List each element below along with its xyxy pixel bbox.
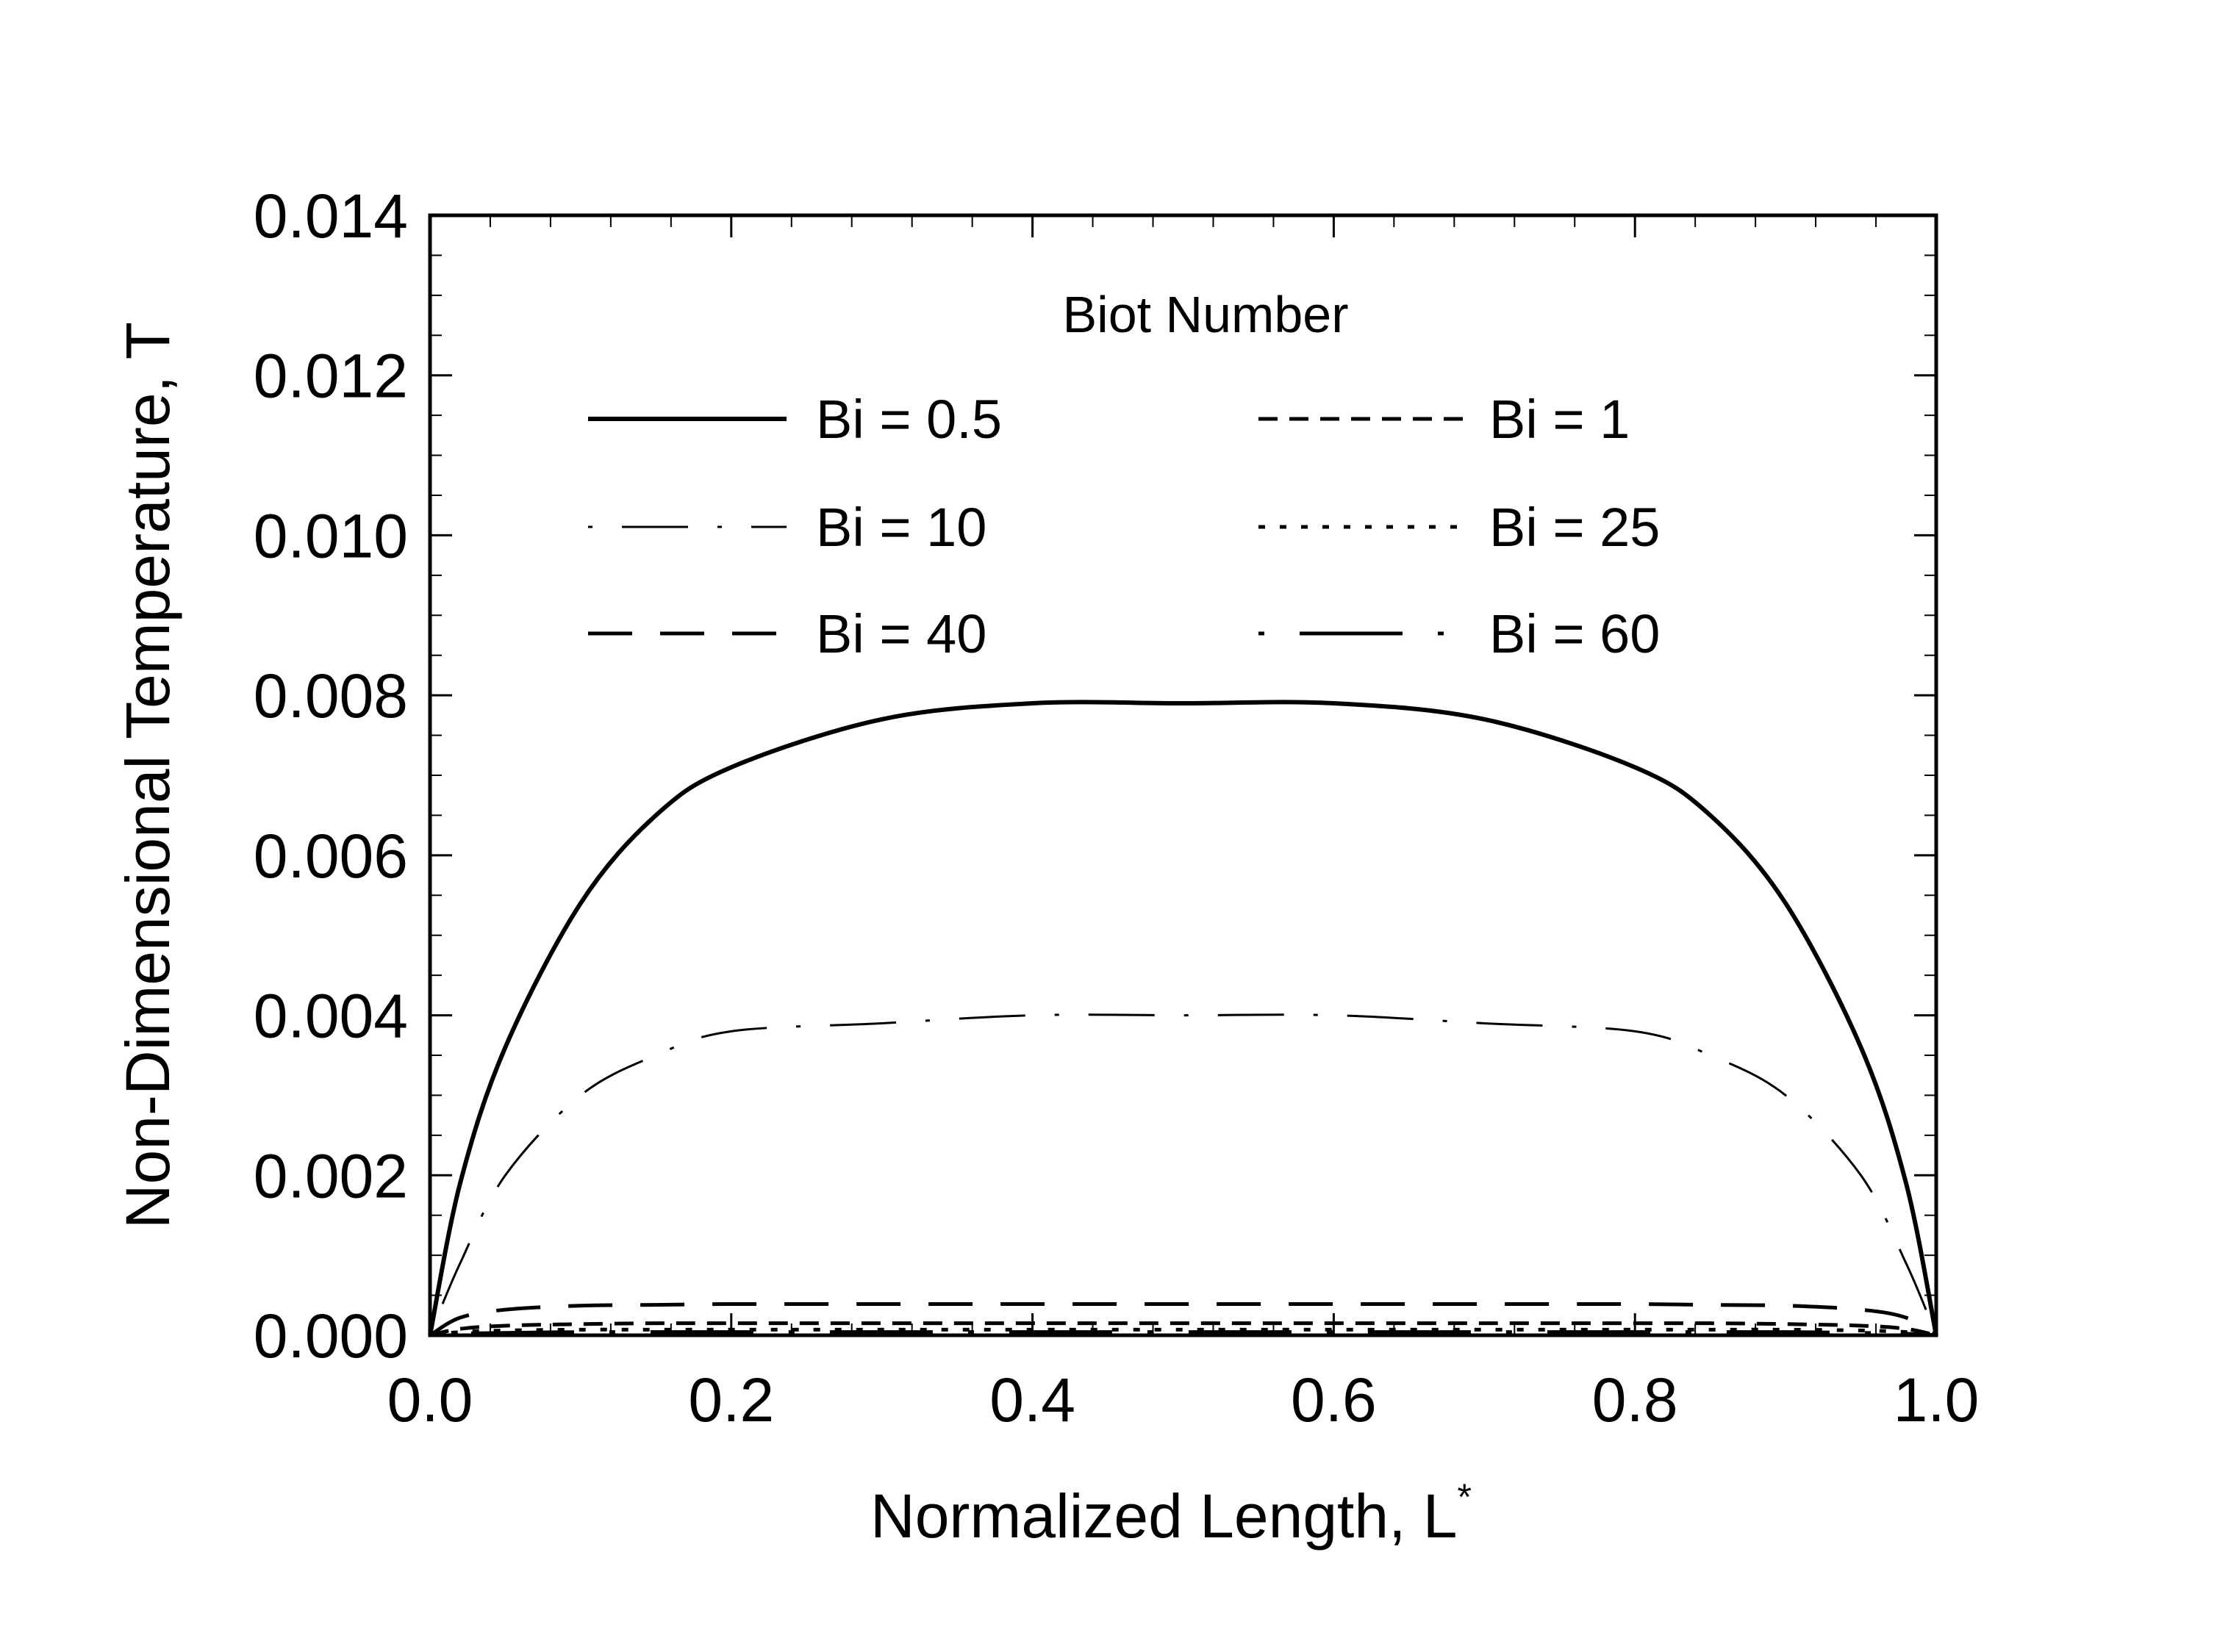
x-tick-label: 0.4 bbox=[989, 1365, 1075, 1434]
legend-label-bi-60: Bi = 60 bbox=[1489, 603, 1660, 664]
series-layer bbox=[428, 700, 1938, 1337]
y-tick-label: 0.010 bbox=[254, 501, 408, 570]
x-tick-label: 1.0 bbox=[1894, 1365, 1980, 1434]
series-line-bi-10 bbox=[429, 1013, 1938, 1336]
x-axis-label-superscript: * bbox=[1457, 1476, 1471, 1518]
legend: Biot Number Bi = 0.5 Bi = 1 Bi = 10 Bi = 25… bbox=[588, 286, 1660, 664]
series-line-bi-0-5 bbox=[428, 700, 1938, 1336]
x-tick-label: 0.2 bbox=[688, 1365, 774, 1434]
y-axis-label: Non-Dimensional Temperature, T bbox=[113, 322, 182, 1229]
y-tick-label: 0.000 bbox=[254, 1301, 408, 1371]
plot-frame bbox=[428, 213, 1938, 1337]
x-axis-label: Normalized Length, L* bbox=[870, 1476, 1472, 1551]
x-tick-label: 0.8 bbox=[1592, 1365, 1678, 1434]
legend-title: Biot Number bbox=[1062, 286, 1348, 343]
legend-label-bi-0-5: Bi = 0.5 bbox=[816, 389, 1002, 450]
series-line-bi-40 bbox=[429, 1301, 1938, 1337]
y-tick-label: 0.004 bbox=[254, 982, 408, 1051]
series-line-bi-1 bbox=[429, 1321, 1937, 1337]
x-tick-label: 0.6 bbox=[1291, 1365, 1377, 1434]
y-tick-labels: 0.000 0.002 0.004 0.006 0.008 0.010 0.012 0.014 bbox=[254, 182, 408, 1371]
minor-ticks bbox=[430, 215, 1936, 1335]
x-tick-label: 0.0 bbox=[387, 1365, 473, 1434]
y-tick-label: 0.002 bbox=[254, 1141, 408, 1210]
legend-label-bi-40: Bi = 40 bbox=[816, 603, 986, 664]
major-ticks bbox=[429, 214, 1938, 1337]
legend-label-bi-25: Bi = 25 bbox=[1489, 497, 1660, 558]
y-tick-label: 0.006 bbox=[254, 822, 408, 891]
legend-label-bi-1: Bi = 1 bbox=[1489, 389, 1630, 450]
x-tick-labels: 0.0 0.2 0.4 0.6 0.8 1.0 bbox=[387, 1365, 1980, 1434]
y-tick-label: 0.008 bbox=[254, 661, 408, 730]
series-line-bi-60 bbox=[429, 1330, 1937, 1337]
y-tick-label: 0.012 bbox=[254, 342, 408, 411]
legend-label-bi-10: Bi = 10 bbox=[816, 497, 986, 558]
y-tick-label: 0.014 bbox=[254, 182, 408, 251]
